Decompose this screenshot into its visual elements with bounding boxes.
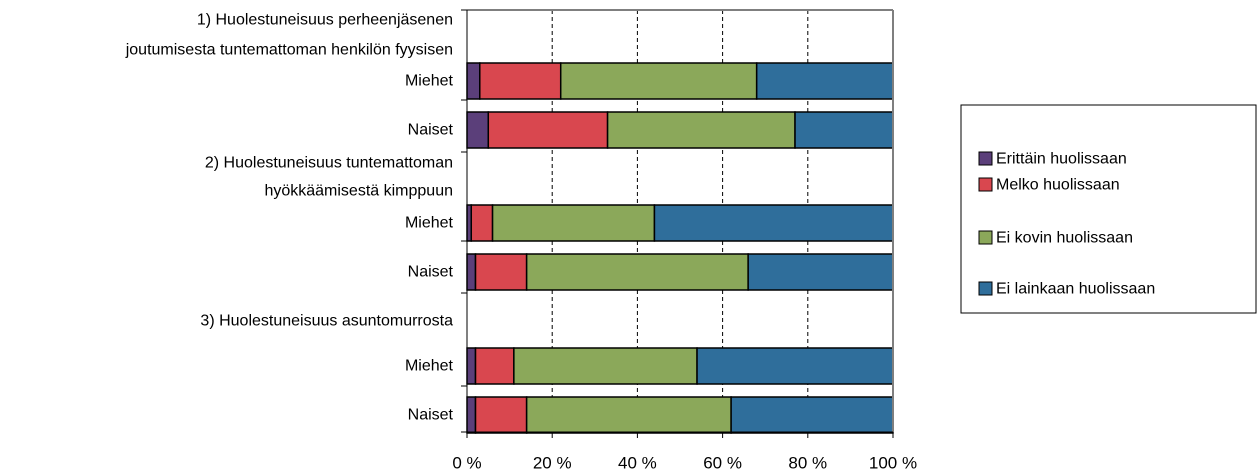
bar-segment bbox=[755, 62, 894, 100]
bar-segment bbox=[466, 111, 490, 149]
group-title: 2) Huolestuneisuus tuntemattoman bbox=[205, 155, 453, 172]
x-tick-label: 60 % bbox=[703, 454, 742, 473]
bar-label: Miehet bbox=[405, 215, 454, 232]
group-title: 3) Huolestuneisuus asuntomurrosta bbox=[200, 313, 453, 330]
bar-segment bbox=[474, 396, 528, 434]
plot-frame bbox=[461, 9, 894, 438]
legend-swatch bbox=[978, 177, 993, 192]
bar-segment bbox=[606, 111, 796, 149]
x-tick-label: 100 % bbox=[869, 454, 917, 473]
bar-segment bbox=[525, 253, 749, 291]
legend-swatch bbox=[978, 151, 993, 166]
group-title: 1) Huolestuneisuus perheenjäsenen bbox=[197, 12, 453, 29]
x-tick-label: 80 % bbox=[788, 454, 827, 473]
bar-label: Naiset bbox=[408, 407, 454, 424]
bar-segment bbox=[487, 111, 609, 149]
bar-segment bbox=[730, 396, 894, 434]
bar-segment bbox=[696, 347, 894, 385]
bar-label: Naiset bbox=[408, 122, 454, 139]
bar-label: Miehet bbox=[405, 73, 454, 90]
bar-segment bbox=[559, 62, 758, 100]
legend-label: Melko huolissaan bbox=[996, 177, 1120, 194]
bar-segment bbox=[794, 111, 894, 149]
bar-segment bbox=[491, 204, 656, 242]
bar-segment bbox=[513, 347, 698, 385]
bar-segment bbox=[525, 396, 732, 434]
legend-swatch bbox=[978, 230, 993, 245]
legend-label: Ei kovin huolissaan bbox=[996, 230, 1133, 247]
bar-segment bbox=[474, 253, 528, 291]
bar-segment bbox=[466, 347, 477, 385]
bars bbox=[466, 62, 894, 434]
group-title: joutumisesta tuntemattoman henkilön fyys… bbox=[125, 42, 453, 59]
bar-segment bbox=[466, 253, 477, 291]
category-labels: 1) Huolestuneisuus perheenjäsenen joutumi… bbox=[125, 12, 454, 424]
legend: Erittäin huolissaan Melko huolissaan Ei ko… bbox=[960, 104, 1257, 314]
legend-label: Erittäin huolissaan bbox=[996, 151, 1127, 168]
bar-segment bbox=[474, 347, 515, 385]
bar-segment bbox=[470, 204, 494, 242]
x-tick-label: 20 % bbox=[533, 454, 572, 473]
group-title: hyökkäämisestä kimppuun bbox=[264, 183, 453, 200]
bar-segment bbox=[747, 253, 894, 291]
x-axis-ticks: 0 % 20 % 40 % 60 % 80 % 100 % bbox=[452, 454, 917, 473]
bar-segment bbox=[479, 62, 562, 100]
bar-label: Miehet bbox=[405, 358, 454, 375]
bar-segment bbox=[466, 62, 481, 100]
bar-segment bbox=[466, 396, 477, 434]
bar-segment bbox=[653, 204, 894, 242]
x-tick-label: 0 % bbox=[452, 454, 481, 473]
bar-label: Naiset bbox=[408, 264, 454, 281]
legend-swatch bbox=[978, 281, 993, 296]
legend-box bbox=[960, 104, 1257, 314]
x-tick-label: 40 % bbox=[618, 454, 657, 473]
legend-label: Ei lainkaan huolissaan bbox=[996, 281, 1155, 298]
